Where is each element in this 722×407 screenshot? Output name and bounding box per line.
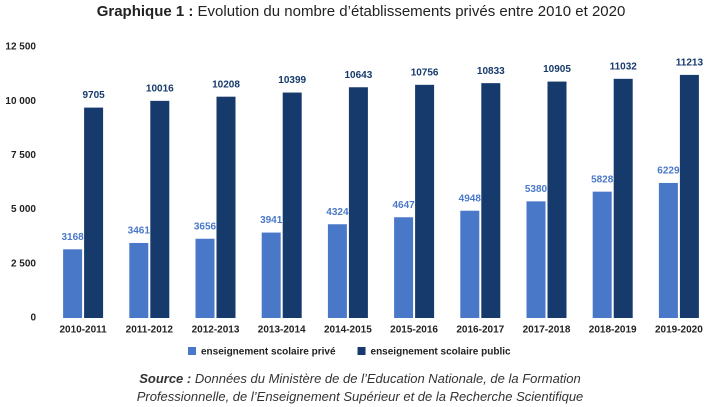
bar bbox=[84, 107, 104, 318]
value-label: 10208 bbox=[212, 79, 240, 90]
x-tick-label: 2014-2015 bbox=[324, 325, 372, 336]
x-tick-label: 2016-2017 bbox=[456, 325, 504, 336]
y-tick-label: 10 000 bbox=[5, 96, 36, 107]
bar bbox=[460, 210, 480, 318]
source-text: Données du Ministère de de l’Education N… bbox=[136, 371, 584, 404]
bar bbox=[658, 182, 678, 318]
bar bbox=[592, 191, 612, 318]
value-label: 4324 bbox=[326, 207, 349, 218]
source-label: Source : bbox=[139, 371, 192, 386]
title-prefix: Graphique 1 : bbox=[96, 3, 194, 20]
value-label: 3656 bbox=[194, 221, 217, 232]
y-tick-label: 7 500 bbox=[11, 150, 36, 161]
y-tick-label: 0 bbox=[30, 313, 36, 324]
value-label: 10016 bbox=[146, 83, 174, 94]
bar bbox=[195, 238, 215, 318]
value-label: 11213 bbox=[676, 58, 704, 69]
bar bbox=[547, 81, 567, 319]
y-tick-label: 5 000 bbox=[11, 204, 36, 215]
chart: 0 2 500 5 000 7 500 10 000 12 500 2010-2011 316… bbox=[5, 42, 704, 358]
bar bbox=[63, 249, 83, 318]
title-text: Evolution du nombre d’établissements pri… bbox=[197, 3, 626, 20]
bar bbox=[327, 224, 347, 318]
x-tick-label: 2018-2019 bbox=[589, 325, 637, 336]
x-tick-label: 2015-2016 bbox=[390, 325, 438, 336]
bar bbox=[216, 96, 236, 319]
source-note: Source : Données du Ministère de de l’Ed… bbox=[100, 370, 620, 406]
bar bbox=[348, 87, 368, 318]
x-tick-label: 2012-2013 bbox=[192, 325, 240, 336]
value-label: 3168 bbox=[61, 232, 84, 243]
value-label: 5828 bbox=[591, 174, 614, 185]
value-label: 10643 bbox=[344, 70, 372, 81]
y-tick-label: 12 500 bbox=[5, 42, 36, 53]
bar bbox=[526, 201, 546, 318]
value-label: 3941 bbox=[260, 215, 283, 226]
value-label: 3461 bbox=[128, 226, 151, 237]
legend-label: enseignement scolaire public bbox=[371, 347, 511, 358]
legend-swatch bbox=[188, 347, 196, 355]
bar bbox=[679, 74, 699, 318]
x-tick-label: 2017-2018 bbox=[523, 325, 571, 336]
value-label: 11032 bbox=[610, 61, 638, 72]
y-tick-label: 2 500 bbox=[11, 258, 36, 269]
value-label: 6229 bbox=[657, 166, 680, 177]
value-label: 10756 bbox=[411, 67, 439, 78]
value-label: 10905 bbox=[543, 64, 571, 75]
bar bbox=[613, 78, 633, 319]
x-tick-label: 2013-2014 bbox=[258, 325, 306, 336]
bar bbox=[150, 100, 170, 318]
x-tick-label: 2019-2020 bbox=[655, 325, 703, 336]
bar bbox=[261, 232, 281, 318]
x-tick-label: 2011-2012 bbox=[126, 325, 174, 336]
value-label: 4948 bbox=[459, 193, 482, 204]
bar bbox=[394, 217, 414, 318]
value-label: 4647 bbox=[392, 200, 415, 211]
legend-swatch bbox=[357, 347, 366, 355]
bar bbox=[415, 84, 435, 318]
x-tick-label: 2010-2011 bbox=[59, 325, 107, 336]
value-label: 9705 bbox=[82, 90, 105, 101]
bar bbox=[481, 83, 501, 318]
value-label: 10399 bbox=[278, 75, 306, 86]
value-label: 10833 bbox=[477, 66, 505, 77]
chart-title: Graphique 1 : Evolution du nombre d’étab… bbox=[0, 3, 722, 20]
legend-label: enseignement scolaire privé bbox=[201, 347, 336, 358]
bar bbox=[129, 242, 149, 318]
bar bbox=[282, 92, 302, 318]
value-label: 5380 bbox=[525, 184, 548, 195]
